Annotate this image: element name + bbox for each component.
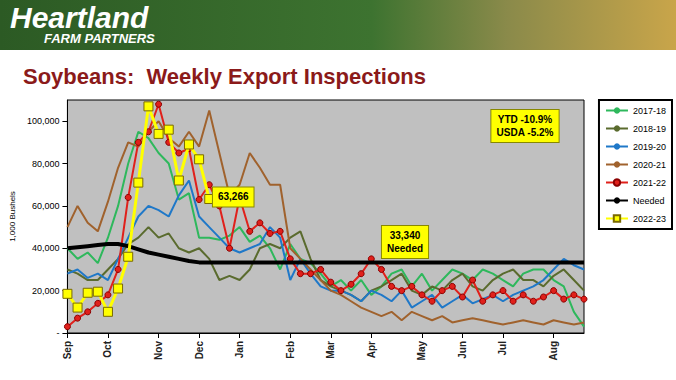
svg-text:Heartland: Heartland bbox=[10, 1, 149, 34]
svg-text:2019-20: 2019-20 bbox=[633, 142, 666, 152]
svg-text:33,340: 33,340 bbox=[390, 230, 421, 241]
svg-text:Sep: Sep bbox=[62, 341, 73, 359]
svg-text:Feb: Feb bbox=[285, 341, 296, 359]
svg-text:May: May bbox=[416, 341, 427, 361]
svg-text:-: - bbox=[56, 328, 59, 338]
svg-text:20,000: 20,000 bbox=[32, 286, 60, 296]
svg-text:Aug: Aug bbox=[548, 341, 559, 360]
svg-text:Dec: Dec bbox=[194, 341, 205, 360]
svg-text:Jun: Jun bbox=[457, 341, 468, 359]
svg-text:Needed: Needed bbox=[387, 243, 423, 254]
svg-text:Jan: Jan bbox=[234, 341, 245, 358]
svg-text:63,266: 63,266 bbox=[218, 191, 249, 202]
svg-text:2018-19: 2018-19 bbox=[633, 124, 666, 134]
svg-text:1,000 Bushels: 1,000 Bushels bbox=[8, 191, 17, 242]
svg-text:2022-23: 2022-23 bbox=[633, 214, 666, 224]
svg-text:80,000: 80,000 bbox=[32, 159, 60, 169]
svg-text:Mar: Mar bbox=[325, 341, 336, 359]
svg-text:YTD -10.9%: YTD -10.9% bbox=[498, 114, 553, 125]
svg-text:2021-22: 2021-22 bbox=[633, 178, 666, 188]
svg-text:Apr: Apr bbox=[366, 341, 377, 358]
svg-text:2020-21: 2020-21 bbox=[633, 160, 666, 170]
svg-text:2017-18: 2017-18 bbox=[633, 106, 666, 116]
svg-text:Needed: Needed bbox=[633, 196, 665, 206]
svg-text:Nov: Nov bbox=[153, 341, 164, 360]
svg-text:USDA -5.2%: USDA -5.2% bbox=[497, 127, 554, 138]
svg-text:100,000: 100,000 bbox=[27, 116, 60, 126]
svg-text:Jul: Jul bbox=[497, 341, 508, 356]
svg-text:60,000: 60,000 bbox=[32, 201, 60, 211]
svg-text:Oct: Oct bbox=[102, 340, 113, 357]
svg-text:Soybeans: Weekly Export Inspe: Soybeans: Weekly Export Inspections bbox=[23, 64, 426, 89]
svg-text:40,000: 40,000 bbox=[32, 243, 60, 253]
svg-text:FARM PARTNERS: FARM PARTNERS bbox=[44, 31, 155, 46]
